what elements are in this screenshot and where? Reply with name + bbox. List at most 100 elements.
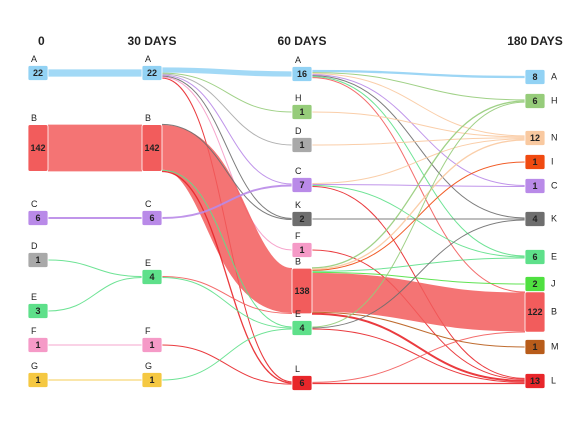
flow-link: [47, 259, 143, 277]
flow-link: [161, 67, 293, 77]
node-label: L: [295, 364, 300, 374]
node-count: 1: [532, 342, 537, 352]
flow-link: [161, 184, 293, 219]
flow-link: [161, 169, 293, 328]
node-count: 4: [149, 272, 154, 282]
nodes: 22A142B6C1D3E1F1G22A142B6C4E1F1G16A1H1D7…: [27, 54, 559, 391]
node-count: 3: [35, 306, 40, 316]
node: [291, 267, 313, 315]
node-label: M: [551, 341, 559, 351]
flow-link: [311, 328, 526, 383]
node: [524, 291, 546, 333]
node-count: 6: [299, 378, 304, 388]
node: [524, 178, 546, 194]
node-count: 6: [532, 252, 537, 262]
flow-link: [311, 74, 526, 186]
node-label: A: [145, 54, 151, 64]
flow-link: [161, 75, 293, 219]
node: [27, 303, 49, 319]
flow-link: [161, 76, 293, 251]
node-count: 138: [294, 286, 309, 296]
node-count: 8: [532, 72, 537, 82]
flow-link: [311, 137, 526, 146]
node-count: 142: [144, 143, 159, 153]
node-label: F: [295, 231, 301, 241]
node-label: C: [551, 180, 558, 190]
node: [291, 66, 313, 82]
flow-link: [311, 75, 526, 219]
node-count: 6: [149, 213, 154, 223]
node-label: H: [295, 93, 302, 103]
node-label: D: [31, 241, 38, 251]
node-label: F: [145, 326, 151, 336]
node-label: H: [551, 95, 558, 105]
flow-link: [311, 73, 526, 137]
flow-link: [161, 73, 293, 146]
flow-link: [311, 161, 526, 271]
node: [141, 337, 163, 353]
node: [291, 375, 313, 391]
node-label: A: [31, 54, 37, 64]
node-count: 1: [35, 375, 40, 385]
node-count: 12: [530, 133, 540, 143]
flow-link: [311, 69, 526, 79]
node-label: B: [295, 257, 301, 267]
stage-header: 0: [38, 34, 45, 48]
flow-link: [311, 139, 526, 270]
node-count: 1: [532, 157, 537, 167]
node-count: 2: [532, 279, 537, 289]
node-count: 142: [30, 143, 45, 153]
flow-link: [161, 72, 293, 113]
node-count: 6: [532, 96, 537, 106]
node: [27, 210, 49, 226]
node: [291, 104, 313, 120]
flow-link: [311, 331, 526, 383]
node-label: B: [551, 306, 557, 316]
node-label: E: [31, 292, 37, 302]
node-count: 1: [299, 107, 304, 117]
node: [291, 211, 313, 227]
flow-link: [311, 271, 526, 285]
flow-link: [161, 277, 293, 329]
flow-link: [161, 276, 293, 314]
node-label: C: [31, 199, 38, 209]
node-count: 22: [33, 68, 43, 78]
node-label: B: [31, 113, 37, 123]
node-count: 4: [299, 323, 304, 333]
node-count: 1: [149, 340, 154, 350]
node-count: 22: [147, 68, 157, 78]
node: [524, 211, 546, 227]
flow-link: [161, 328, 293, 381]
node-label: F: [31, 326, 37, 336]
node-label: A: [295, 55, 301, 65]
node: [27, 124, 49, 172]
node-count: 122: [527, 307, 542, 317]
node-label: A: [551, 71, 557, 81]
node-count: 16: [297, 69, 307, 79]
node-label: I: [551, 156, 554, 166]
node: [291, 242, 313, 258]
flow-link: [311, 100, 526, 269]
node: [524, 69, 546, 85]
stage-header: 30 DAYS: [128, 34, 177, 48]
node-label: G: [145, 361, 152, 371]
flow-link: [161, 74, 293, 185]
node-count: 1: [149, 375, 154, 385]
stage-header: 180 DAYS: [507, 34, 563, 48]
flow-link: [311, 257, 526, 272]
node: [27, 372, 49, 388]
flow-link: [311, 72, 526, 101]
node-label: G: [31, 361, 38, 371]
flow-link: [161, 344, 293, 385]
node-count: 1: [299, 140, 304, 150]
node-label: K: [295, 200, 301, 210]
flow-link: [47, 277, 143, 312]
node: [27, 252, 49, 268]
node-label: D: [295, 126, 302, 136]
stage-header: 60 DAYS: [278, 34, 327, 48]
node: [524, 130, 546, 146]
node: [291, 137, 313, 153]
node-count: 2: [299, 214, 304, 224]
